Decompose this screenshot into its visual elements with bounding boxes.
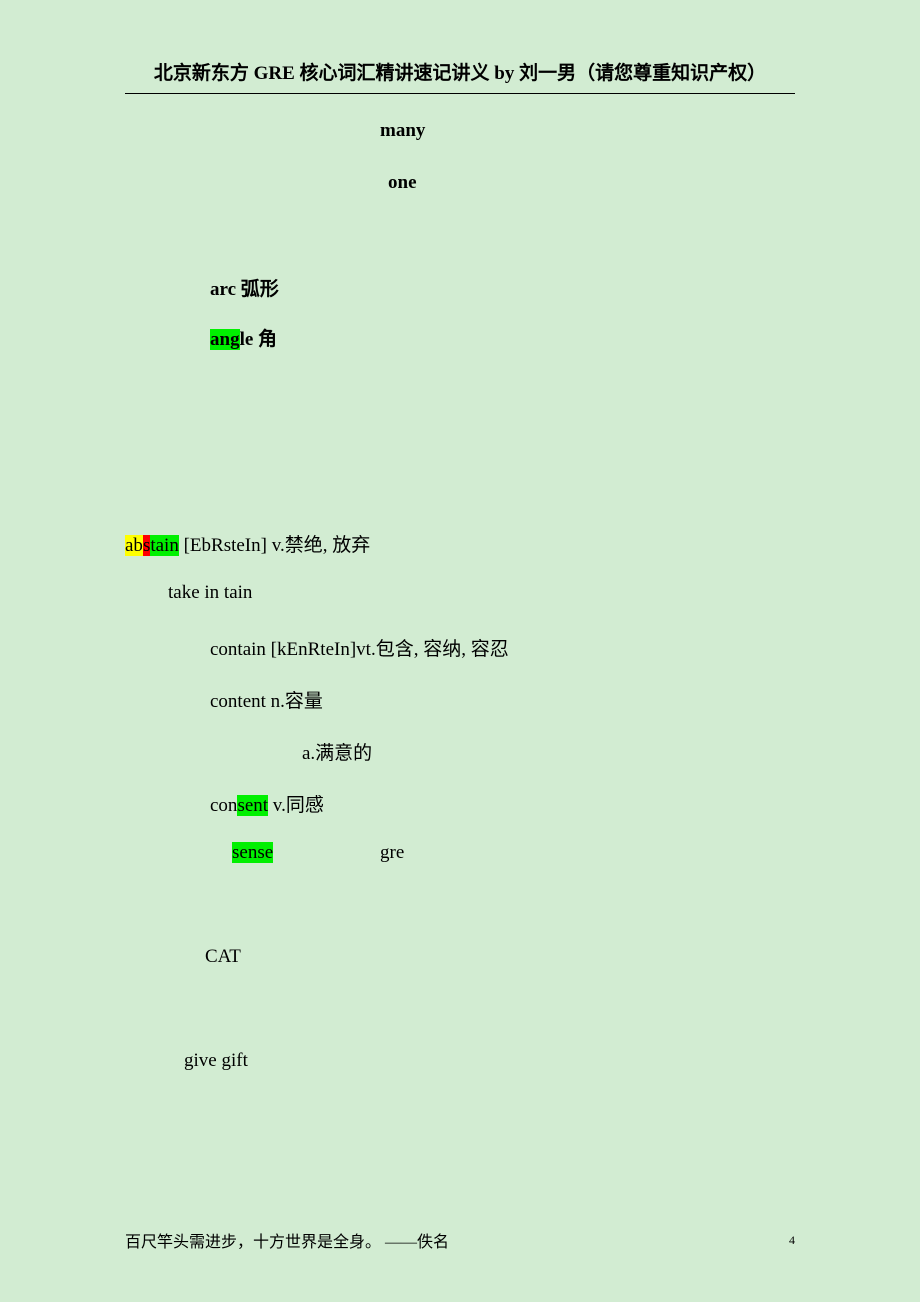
word-many: many [380, 120, 425, 142]
word-cat: CAT [205, 946, 241, 968]
page-footer: 百尺竿头需进步，十方世界是全身。 ——佚名 4 [125, 1228, 795, 1252]
abstain-phonetic-icon: EbRsteIn [190, 535, 261, 556]
word-one: one [388, 172, 417, 194]
word-gre: gre [380, 842, 404, 864]
word-abstain: abstain [EbRsteIn] v.禁绝, 放弃 [125, 530, 370, 557]
word-takein: take in tain [168, 582, 252, 604]
word-arc: arc 弧形 [210, 274, 279, 301]
document-page: 北京新东方 GRE 核心词汇精讲速记讲义 by 刘一男（请您尊重知识产权） ma… [0, 0, 920, 1302]
consent-sent: sent [237, 795, 268, 816]
header-rule [125, 93, 795, 94]
consent-con: con [210, 795, 237, 816]
contain-rest: ]vt.包含, 容纳, 容忍 [350, 639, 509, 660]
page-number: 4 [789, 1233, 795, 1248]
contain-pre: contain [ [210, 639, 277, 660]
abstain-bracket-open: [ [179, 535, 190, 556]
word-consent: consent v.同感 [210, 790, 324, 817]
angle-highlight: ang [210, 329, 240, 350]
word-angle: angle 角 [210, 324, 277, 351]
contain-phonetic-icon: kEnRteIn [277, 639, 350, 660]
abstain-rest: ] v.禁绝, 放弃 [261, 535, 371, 556]
word-sense: sense [232, 842, 273, 864]
page-header: 北京新东方 GRE 核心词汇精讲速记讲义 by 刘一男（请您尊重知识产权） [125, 0, 795, 85]
consent-rest: v.同感 [268, 795, 324, 816]
word-satisfied: a.满意的 [302, 738, 372, 765]
word-contain: contain [kEnRteIn]vt.包含, 容纳, 容忍 [210, 634, 509, 661]
word-givegift: give gift [184, 1050, 248, 1072]
abstain-tain: tain [150, 535, 179, 556]
abstain-ab: ab [125, 535, 143, 556]
word-content: content n.容量 [210, 686, 323, 713]
sense-highlight: sense [232, 842, 273, 863]
footer-quote: 百尺竿头需进步，十方世界是全身。 ——佚名 [125, 1234, 449, 1251]
angle-rest: le 角 [240, 329, 277, 350]
